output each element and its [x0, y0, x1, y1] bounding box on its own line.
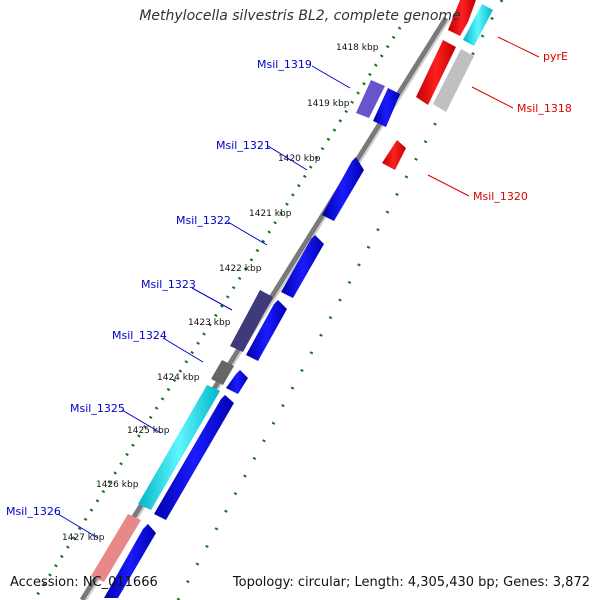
gene-pyre-arrow[interactable] — [463, 4, 493, 46]
kbp-label: 1419 kbp — [307, 99, 350, 109]
gene-msil-1322-arrow[interactable] — [281, 235, 324, 298]
kbp-label: 1420 kbp — [278, 154, 321, 164]
gene-msil-1325-feature[interactable] — [138, 385, 220, 510]
gene-label-pyre[interactable]: pyrE — [543, 50, 568, 63]
gene-labels-left: Msil_1319 Msil_1321 Msil_1322 Msil_1323 … — [6, 58, 312, 518]
kbp-label: 1424 kbp — [157, 373, 200, 383]
topology-text: Topology: circular; Length: 4,305,430 bp… — [232, 575, 590, 590]
gene-msil-1323-feature[interactable] — [230, 290, 273, 352]
kbp-label: 1427 kbp — [62, 533, 105, 543]
label-leaders — [57, 36, 540, 539]
gene-msil-1320-arrow[interactable] — [382, 140, 406, 170]
gene-top-red[interactable] — [448, 0, 476, 36]
kbp-label: 1422 kbp — [219, 264, 262, 274]
outer-tick-track — [176, 0, 504, 600]
gene-label-msil-1321[interactable]: Msil_1321 — [216, 139, 271, 152]
gene-msil-1325-arrow[interactable] — [154, 395, 234, 520]
gene-msil-1318-red[interactable] — [416, 40, 456, 105]
gene-labels-right: pyrE Msil_1318 Msil_1320 — [473, 50, 572, 203]
gene-label-msil-1326[interactable]: Msil_1326 — [6, 505, 61, 518]
gene-label-msil-1324[interactable]: Msil_1324 — [112, 329, 167, 342]
gene-msil-1319-arrow[interactable] — [373, 88, 400, 127]
gene-msil-1318-gray[interactable] — [433, 49, 474, 112]
kbp-label: 1418 kbp — [336, 43, 379, 53]
gene-msil-1324-arrow[interactable] — [226, 370, 248, 394]
gene-label-msil-1318[interactable]: Msil_1318 — [517, 102, 572, 115]
gene-msil-1323-arrow[interactable] — [246, 300, 287, 361]
kbp-label: 1423 kbp — [188, 318, 231, 328]
accession-text: Accession: NC_011666 — [10, 575, 158, 590]
reverse-genes — [382, 0, 493, 170]
genome-title: Methylocella silvestris BL2, complete ge… — [139, 8, 461, 24]
gene-label-msil-1320[interactable]: Msil_1320 — [473, 190, 528, 203]
gene-msil-1326-feature[interactable] — [91, 514, 141, 582]
gene-label-msil-1325[interactable]: Msil_1325 — [70, 402, 125, 415]
kbp-label: 1426 kbp — [96, 480, 139, 490]
gene-msil-1321-arrow[interactable] — [322, 157, 364, 221]
kbp-label: 1425 kbp — [127, 426, 170, 436]
gene-label-msil-1323[interactable]: Msil_1323 — [141, 278, 196, 291]
forward-genes — [91, 80, 400, 598]
kbp-label: 1421 kbp — [249, 209, 292, 219]
gene-msil-1324-feature[interactable] — [211, 360, 234, 385]
kbp-labels: 1418 kbp 1419 kbp 1420 kbp 1421 kbp 1422… — [62, 43, 379, 543]
gene-msil-1319-feature[interactable] — [356, 80, 385, 118]
gene-label-msil-1322[interactable]: Msil_1322 — [176, 214, 231, 227]
inner-tick-track — [32, 17, 408, 600]
gene-label-msil-1319[interactable]: Msil_1319 — [257, 58, 312, 71]
gene-msil-1326-arrow[interactable] — [104, 524, 156, 598]
